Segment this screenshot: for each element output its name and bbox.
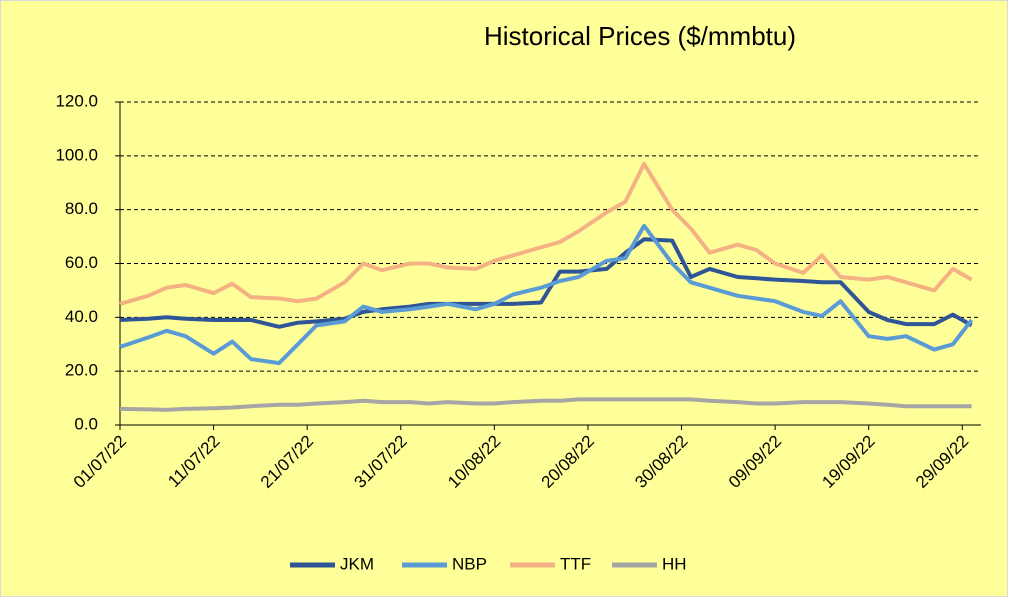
y-tick-label: 40.0 <box>65 307 98 326</box>
y-tick-label: 80.0 <box>65 199 98 218</box>
chart-title: Historical Prices ($/mmbtu) <box>484 21 796 51</box>
legend-label: TTF <box>560 554 591 573</box>
y-tick-label: 120.0 <box>55 91 98 110</box>
series-line <box>119 237 973 329</box>
y-tick-label: 100.0 <box>55 145 98 164</box>
series-line <box>119 161 973 306</box>
legend-label: JKM <box>340 554 374 573</box>
legend-label: HH <box>662 554 687 573</box>
series-line <box>119 397 972 412</box>
series-line <box>119 223 974 366</box>
y-tick-label: 0.0 <box>74 414 98 433</box>
y-tick-label: 20.0 <box>65 361 98 380</box>
y-tick-label: 60.0 <box>65 253 98 272</box>
legend-label: NBP <box>452 554 487 573</box>
